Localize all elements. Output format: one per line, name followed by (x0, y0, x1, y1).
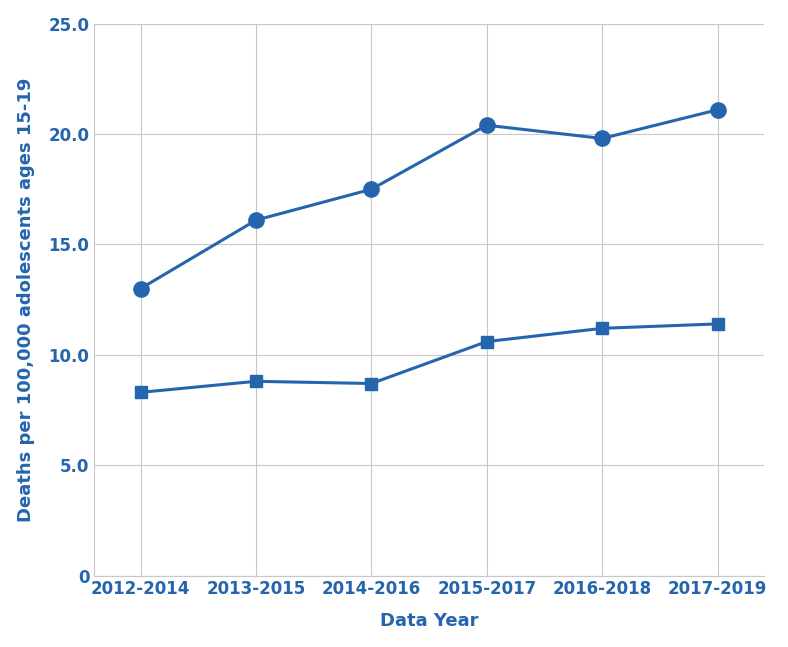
Y-axis label: Deaths per 100,000 adolescents ages 15-19: Deaths per 100,000 adolescents ages 15-1… (17, 78, 35, 522)
X-axis label: Data Year: Data Year (380, 612, 478, 630)
